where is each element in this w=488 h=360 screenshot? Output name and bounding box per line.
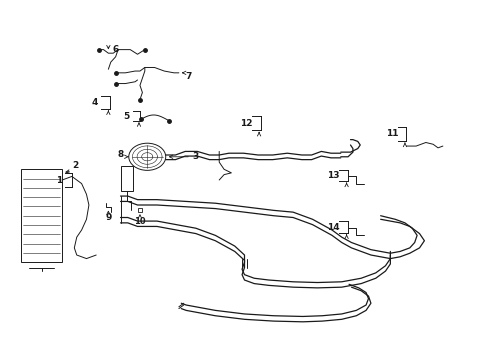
Text: 12: 12 — [239, 119, 252, 128]
Text: 6: 6 — [112, 45, 119, 54]
Text: 2: 2 — [72, 161, 78, 170]
Text: 10: 10 — [134, 217, 145, 226]
Text: 14: 14 — [326, 222, 339, 231]
Text: 5: 5 — [123, 112, 130, 121]
Text: 9: 9 — [105, 213, 111, 222]
Text: 4: 4 — [92, 98, 98, 107]
Text: 7: 7 — [185, 72, 191, 81]
Text: 3: 3 — [192, 152, 199, 161]
Text: 13: 13 — [326, 171, 339, 180]
Text: 1: 1 — [56, 176, 62, 185]
Text: 11: 11 — [385, 129, 397, 138]
Text: 8: 8 — [117, 150, 123, 159]
